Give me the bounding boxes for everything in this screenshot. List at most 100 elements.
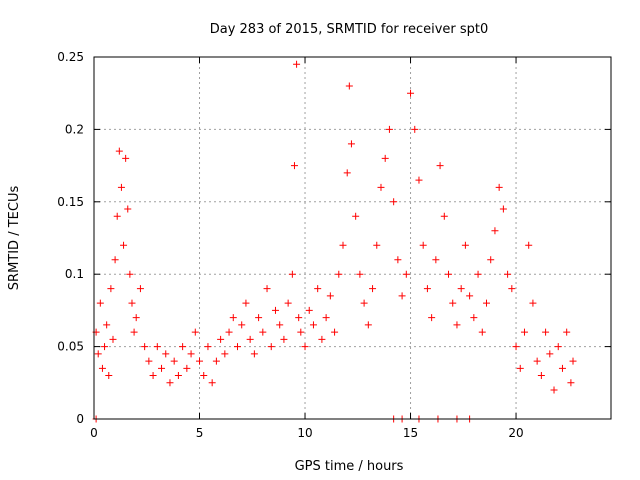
- data-point: [478, 328, 486, 336]
- data-point: [394, 256, 402, 264]
- x-tick-label: 5: [196, 426, 204, 440]
- data-point: [183, 364, 191, 372]
- y-tick-label: 0: [76, 412, 84, 426]
- data-point: [558, 364, 566, 372]
- x-tick-label: 0: [90, 426, 98, 440]
- data-point: [457, 285, 465, 293]
- data-point: [225, 328, 233, 336]
- data-point: [204, 343, 212, 351]
- data-point: [103, 321, 111, 329]
- data-point: [174, 372, 182, 380]
- data-point: [516, 364, 524, 372]
- x-tick-label: 20: [508, 426, 523, 440]
- data-point: [466, 292, 474, 300]
- data-point: [200, 372, 208, 380]
- data-point: [345, 82, 353, 90]
- data-point: [293, 60, 301, 68]
- data-point: [295, 314, 303, 322]
- data-point: [520, 328, 528, 336]
- y-tick-label: 0.15: [57, 195, 84, 209]
- data-point: [187, 350, 195, 358]
- data-point: [347, 140, 355, 148]
- data-point: [542, 328, 550, 336]
- data-point: [288, 270, 296, 278]
- data-point: [326, 292, 334, 300]
- x-tick-label: 15: [403, 426, 418, 440]
- data-point: [246, 335, 254, 343]
- data-point: [335, 270, 343, 278]
- data-point: [145, 357, 153, 365]
- data-point: [487, 256, 495, 264]
- data-point: [491, 227, 499, 235]
- data-point: [111, 256, 119, 264]
- data-point: [440, 212, 448, 220]
- data-point: [546, 350, 554, 358]
- data-point: [453, 321, 461, 329]
- data-points: [92, 60, 577, 423]
- data-point: [381, 154, 389, 162]
- data-point: [563, 328, 571, 336]
- data-point: [436, 162, 444, 170]
- data-point: [495, 183, 503, 191]
- data-point: [385, 125, 393, 133]
- y-tick-label: 0.1: [65, 267, 84, 281]
- data-point: [529, 299, 537, 307]
- data-point: [162, 350, 170, 358]
- data-point: [191, 328, 199, 336]
- data-point: [322, 314, 330, 322]
- data-point: [461, 241, 469, 249]
- y-axis-label: SRMTID / TECUs: [7, 186, 22, 291]
- data-point: [407, 89, 415, 97]
- y-tick-label: 0.25: [57, 50, 84, 64]
- data-point: [373, 241, 381, 249]
- data-point: [343, 169, 351, 177]
- data-point: [94, 350, 102, 358]
- data-point: [415, 176, 423, 184]
- data-point: [263, 285, 271, 293]
- data-point: [136, 285, 144, 293]
- data-point: [242, 299, 250, 307]
- data-point: [96, 299, 104, 307]
- data-point: [153, 343, 161, 351]
- data-point: [470, 314, 478, 322]
- data-point: [109, 335, 117, 343]
- data-point: [233, 343, 241, 351]
- data-point: [229, 314, 237, 322]
- data-point: [250, 350, 258, 358]
- data-point: [141, 343, 149, 351]
- data-point: [284, 299, 292, 307]
- data-point: [179, 343, 187, 351]
- data-point: [238, 321, 246, 329]
- data-point: [113, 212, 121, 220]
- data-point: [271, 306, 279, 314]
- data-point: [128, 299, 136, 307]
- data-point: [290, 162, 298, 170]
- data-point: [525, 241, 533, 249]
- data-point: [122, 154, 130, 162]
- data-point: [474, 270, 482, 278]
- plot-frame: [93, 56, 612, 420]
- data-point: [428, 314, 436, 322]
- data-point: [259, 328, 267, 336]
- data-point: [212, 357, 220, 365]
- x-tick-label: 10: [297, 426, 312, 440]
- data-point: [508, 285, 516, 293]
- data-point: [107, 285, 115, 293]
- chart-title: Day 283 of 2015, SRMTID for receiver spt…: [210, 22, 489, 37]
- data-point: [356, 270, 364, 278]
- data-point: [499, 205, 507, 213]
- data-point: [117, 183, 125, 191]
- data-point: [512, 343, 520, 351]
- data-point: [419, 241, 427, 249]
- data-point: [217, 335, 225, 343]
- data-point: [120, 241, 128, 249]
- data-point: [276, 321, 284, 329]
- data-point: [402, 270, 410, 278]
- data-point: [166, 379, 174, 387]
- data-point: [130, 328, 138, 336]
- data-point: [377, 183, 385, 191]
- data-point: [126, 270, 134, 278]
- data-point: [331, 328, 339, 336]
- grid: [94, 57, 611, 419]
